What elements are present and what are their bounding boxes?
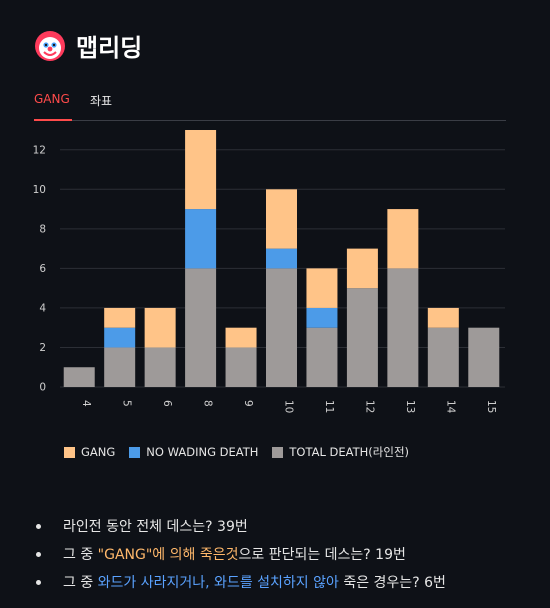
bar-segment: [346, 248, 378, 289]
bar-segment: [104, 307, 136, 328]
tab-gang[interactable]: GANG: [34, 92, 70, 106]
tab-bar: GANG 좌표: [34, 88, 506, 121]
bar-segment: [185, 130, 217, 210]
bar-segment: [306, 307, 338, 328]
summary-gang-pre: 그 중: [63, 547, 98, 563]
legend-label: GANG: [81, 445, 116, 459]
summary-total-deaths: 라인전 동안 전체 데스는? 39번: [63, 519, 248, 535]
bar-segment: [387, 209, 419, 269]
legend-swatch: [129, 446, 141, 458]
bar-segment: [104, 327, 136, 348]
bullet-dot: [36, 579, 41, 585]
bar-segment: [266, 189, 297, 249]
y-tick-label: 6: [39, 263, 46, 275]
bar-segment: [468, 327, 500, 387]
chart-legend: GANG NO WADING DEATH TOTAL DEATH(라인전): [64, 444, 423, 460]
bar-segment: [306, 268, 338, 308]
bar-segment: [346, 288, 378, 387]
clown-face-icon: [35, 30, 65, 61]
x-tick-label: 6: [161, 400, 173, 407]
page-title: 맵리딩: [76, 34, 143, 62]
legend-swatch: [64, 446, 75, 458]
legend-swatch: [272, 446, 284, 458]
y-tick-label: 0: [39, 382, 46, 394]
legend-item-gang[interactable]: GANG: [64, 445, 115, 459]
x-tick-label: 10: [283, 400, 295, 413]
bullet-dot: [36, 523, 41, 529]
bar-segment: [266, 248, 297, 269]
y-tick-label: 12: [33, 144, 46, 156]
summary-ward-pre: 그 중: [63, 575, 98, 591]
bar-segment: [144, 307, 176, 348]
x-tick-label: 11: [323, 400, 335, 413]
app-header: 맵리딩: [34, 28, 142, 63]
bullet-dot: [36, 551, 41, 557]
x-tick-label: 4: [80, 400, 92, 407]
bar-segment: [104, 347, 136, 387]
summary-gang-highlight: "GANG"에 의해 죽은것: [97, 547, 239, 563]
bar-segment: [427, 327, 459, 387]
summary-list: 라인전 동안 전체 데스는? 39번 그 중 "GANG"에 의해 죽은것 으로 …: [36, 512, 446, 596]
x-tick-label: 13: [404, 400, 416, 413]
x-tick-label: 9: [242, 400, 254, 407]
list-item: 그 중 "GANG"에 의해 죽은것 으로 판단되는 데스는? 19번: [36, 540, 446, 568]
x-tick-label: 5: [121, 400, 133, 407]
legend-item-total-death[interactable]: TOTAL DEATH(라인전): [272, 444, 409, 460]
tab-coordinates[interactable]: 좌표: [90, 94, 113, 108]
bar-segment: [225, 327, 257, 348]
summary-ward-highlight: 와드가 사라지거나, 와드를 설치하지 않아: [97, 575, 339, 591]
bar-segment: [185, 268, 217, 387]
x-tick-label: 15: [485, 400, 497, 413]
x-tick-label: 14: [444, 400, 456, 414]
bar-segment: [387, 268, 419, 387]
active-tab-indicator: [34, 119, 72, 121]
y-tick-label: 10: [33, 184, 46, 196]
legend-item-no-wading-death[interactable]: NO WADING DEATH: [129, 445, 258, 459]
bar-segment: [306, 327, 338, 387]
bar-segment: [185, 209, 217, 269]
bar-segment: [225, 347, 257, 387]
summary-ward-post: 죽은 경우는? 6번: [338, 575, 446, 591]
legend-label: TOTAL DEATH(라인전): [289, 445, 410, 459]
legend-label: NO WADING DEATH: [146, 445, 259, 459]
bar-segment: [427, 307, 459, 328]
bar-segment: [63, 367, 95, 387]
list-item: 그 중 와드가 사라지거나, 와드를 설치하지 않아 죽은 경우는? 6번: [36, 568, 446, 596]
y-tick-label: 4: [39, 302, 46, 314]
bar-segment: [266, 268, 297, 387]
y-tick-label: 2: [39, 342, 46, 354]
summary-gang-post: 으로 판단되는 데스는? 19번: [238, 547, 406, 563]
x-tick-label: 8: [202, 400, 214, 407]
list-item: 라인전 동안 전체 데스는? 39번: [36, 512, 446, 540]
x-tick-label: 12: [363, 400, 375, 413]
stacked-bar-chart: 0 2 4 6 8 10 12 4 5 6 8 9 10 11 12 13 14 15: [33, 130, 505, 414]
bar-segment: [144, 347, 176, 387]
y-tick-label: 8: [39, 223, 46, 235]
